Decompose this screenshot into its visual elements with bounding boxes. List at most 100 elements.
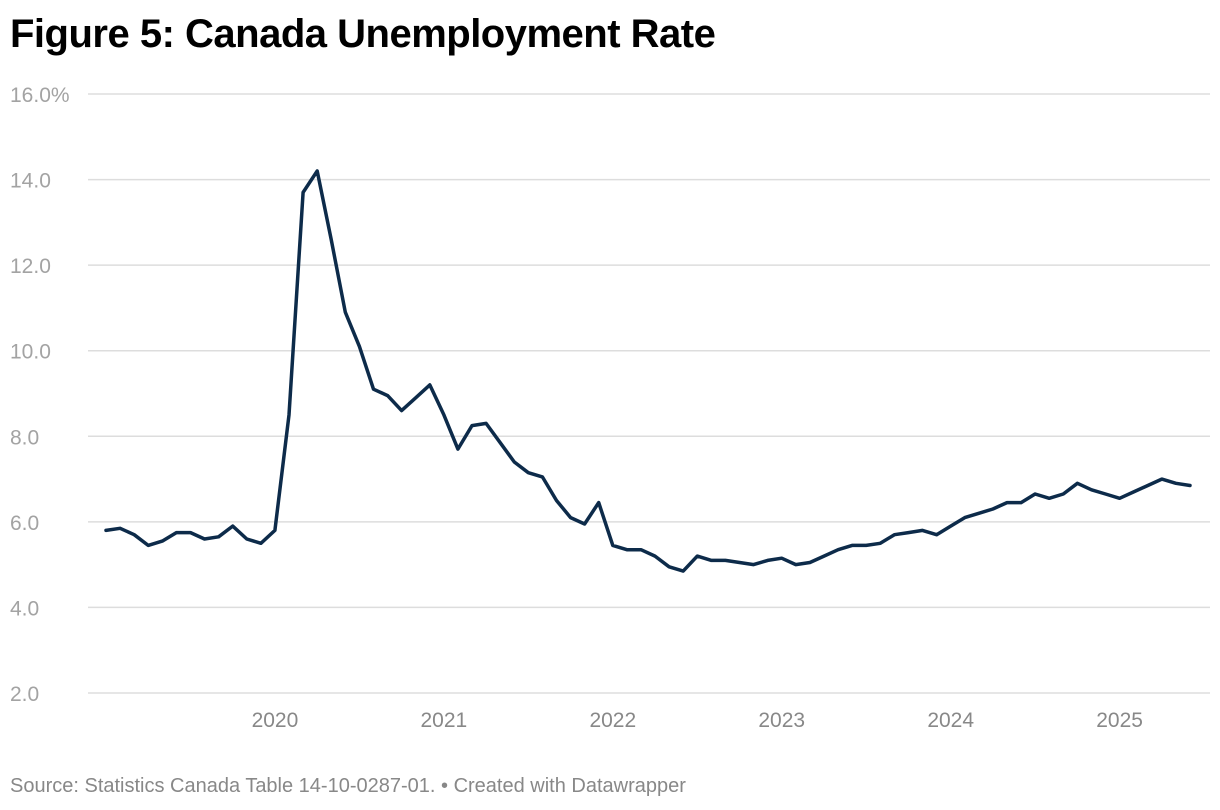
data-point xyxy=(272,527,278,533)
data-point xyxy=(990,506,996,512)
data-point xyxy=(1018,500,1024,506)
data-point xyxy=(905,530,911,536)
data-point xyxy=(920,527,926,533)
data-point xyxy=(413,395,419,401)
data-point xyxy=(385,393,391,399)
data-point xyxy=(159,538,165,544)
data-point xyxy=(877,540,883,546)
x-tick-label: 2023 xyxy=(758,709,805,732)
y-tick-label: 6.0 xyxy=(10,512,39,535)
grid-lines xyxy=(88,93,1210,694)
data-point xyxy=(582,521,588,527)
x-axis: 2020 2021 2022 2023 2024 2025 xyxy=(252,709,1143,732)
data-point xyxy=(1145,482,1151,488)
y-tick-label: 14.0 xyxy=(10,170,51,193)
y-tick-label: 2.0 xyxy=(10,683,39,706)
data-point xyxy=(187,530,193,536)
data-point xyxy=(1088,487,1094,493)
data-point xyxy=(1173,480,1179,486)
data-point xyxy=(370,386,376,392)
data-point xyxy=(202,536,208,542)
series-line xyxy=(104,169,1192,573)
data-point xyxy=(849,542,855,548)
data-point xyxy=(722,557,728,563)
chart-title: Figure 5: Canada Unemployment Rate xyxy=(10,12,716,56)
data-point xyxy=(103,527,109,533)
data-point xyxy=(117,525,123,531)
data-point xyxy=(821,553,827,559)
source-note: Source: Statistics Canada Table 14-10-02… xyxy=(10,775,686,797)
data-point xyxy=(1032,491,1038,497)
data-point xyxy=(469,423,475,429)
data-point xyxy=(497,440,503,446)
data-point xyxy=(568,515,574,521)
data-point xyxy=(624,547,630,553)
data-point xyxy=(399,408,405,414)
data-point xyxy=(525,470,531,476)
data-point xyxy=(638,547,644,553)
data-point xyxy=(483,420,489,426)
data-point xyxy=(441,412,447,418)
data-point xyxy=(553,497,559,503)
data-point xyxy=(131,532,137,538)
x-tick-label: 2024 xyxy=(927,709,974,732)
data-point xyxy=(976,510,982,516)
data-point xyxy=(934,532,940,538)
data-point xyxy=(145,542,151,548)
data-point xyxy=(666,564,672,570)
data-point xyxy=(173,530,179,536)
data-point xyxy=(891,532,897,538)
data-point xyxy=(455,446,461,452)
data-point xyxy=(1060,491,1066,497)
data-point xyxy=(1117,495,1123,501)
data-point xyxy=(962,515,968,521)
data-point xyxy=(680,568,686,574)
data-point xyxy=(300,189,306,195)
data-point xyxy=(793,562,799,568)
x-tick-label: 2025 xyxy=(1096,709,1143,732)
data-point xyxy=(427,382,433,388)
data-point xyxy=(779,555,785,561)
data-point xyxy=(737,560,743,566)
y-tick-label: 16.0% xyxy=(10,84,70,107)
data-point xyxy=(356,343,362,349)
data-point xyxy=(1046,495,1052,501)
y-tick-label: 8.0 xyxy=(10,426,39,449)
data-point xyxy=(1159,476,1165,482)
y-axis: 2.0 4.0 6.0 8.0 10.0 12.0 14.0 16.0% xyxy=(10,84,70,706)
data-point xyxy=(230,523,236,529)
data-point xyxy=(694,553,700,559)
data-point xyxy=(539,474,545,480)
data-point xyxy=(1131,489,1137,495)
data-point xyxy=(511,459,517,465)
data-point xyxy=(765,557,771,563)
data-point xyxy=(807,560,813,566)
data-point xyxy=(652,553,658,559)
data-point xyxy=(708,557,714,563)
x-tick-label: 2020 xyxy=(252,709,299,732)
data-point xyxy=(258,540,264,546)
data-point xyxy=(863,542,869,548)
data-point xyxy=(751,562,757,568)
y-tick-label: 4.0 xyxy=(10,597,39,620)
data-point xyxy=(835,547,841,553)
x-tick-label: 2022 xyxy=(589,709,636,732)
data-point xyxy=(216,534,222,540)
data-point xyxy=(1187,482,1193,488)
data-point xyxy=(328,236,334,242)
data-point xyxy=(314,168,320,174)
data-point xyxy=(286,412,292,418)
data-point xyxy=(948,523,954,529)
data-point xyxy=(596,500,602,506)
x-tick-label: 2021 xyxy=(421,709,468,732)
data-point xyxy=(610,542,616,548)
data-point xyxy=(244,536,250,542)
y-tick-label: 12.0 xyxy=(10,255,51,278)
data-point xyxy=(1074,480,1080,486)
data-point xyxy=(1004,500,1010,506)
data-point xyxy=(1103,491,1109,497)
series-layer xyxy=(103,168,1193,574)
y-tick-label: 10.0 xyxy=(10,341,51,364)
data-point xyxy=(342,309,348,315)
